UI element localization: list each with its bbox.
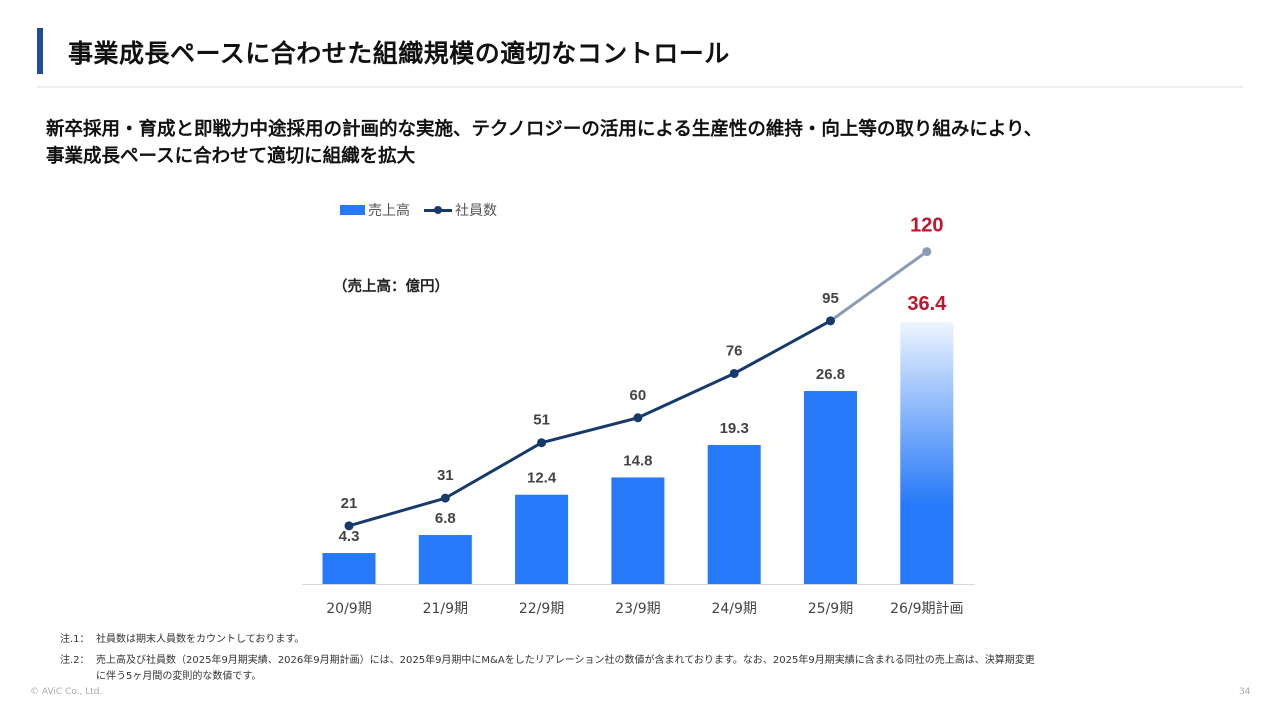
note-2-label: 注.2：	[60, 655, 90, 666]
line-value-label: 60	[630, 387, 647, 404]
x-tick-label: 23/9期	[615, 601, 660, 617]
line-segment	[636, 371, 736, 420]
line-point	[922, 247, 932, 257]
bar-forecast	[900, 321, 954, 584]
bar-value-label: 36.4	[907, 293, 947, 315]
legend-label-sales: 売上高	[368, 203, 410, 219]
note-2-continuation: に伴う5ヶ月間の変則的な数値です。	[96, 671, 262, 682]
x-tick-label: 22/9期	[519, 601, 564, 617]
line-point	[633, 413, 643, 423]
legend-bar-swatch	[340, 205, 365, 215]
note-2: 注.2： 売上高及び社員数（2025年9月期実績、2026年9月期計画）には、20…	[60, 651, 1035, 666]
legend-label-employees: 社員数	[455, 203, 497, 219]
line-point	[344, 521, 354, 531]
title-accent-bar	[37, 28, 43, 74]
line-segment	[732, 319, 832, 375]
x-tick-label: 25/9期	[808, 601, 853, 617]
page-title: 事業成長ペースに合わせた組織規模の適切なコントロール	[68, 39, 730, 68]
x-tick-label: 24/9期	[711, 601, 756, 617]
bar-sales	[515, 494, 569, 584]
bar-value-label: 14.8	[623, 452, 652, 469]
note-1-text: 社員数は期末人員数をカウントしております。	[96, 634, 305, 645]
x-tick-label: 21/9期	[423, 601, 468, 617]
lead-line-1: 新卒採用・育成と即戦力中途採用の計画的な実施、テクノロジーの活用による生産性の維…	[46, 119, 1043, 140]
bar-sales	[418, 535, 472, 584]
line-point	[826, 316, 835, 326]
line-segment	[347, 496, 447, 528]
line-value-label: 21	[341, 495, 358, 512]
page-number: 34	[1239, 687, 1251, 697]
bar-value-label: 19.3	[720, 420, 749, 437]
bar-value-label: 12.4	[527, 470, 557, 487]
line-value-label: 31	[437, 467, 454, 484]
line-value-label: 76	[726, 342, 743, 359]
bar-sales	[707, 445, 761, 584]
legend-line-swatch	[424, 203, 452, 217]
unit-label: （売上高：億円）	[333, 279, 449, 295]
line-value-label: 95	[822, 290, 839, 307]
line-segment	[540, 416, 640, 445]
note-1: 注.1： 社員数は期末人員数をカウントしております。	[60, 630, 304, 645]
line-point	[440, 493, 450, 503]
line-point	[537, 438, 547, 448]
line-point	[729, 368, 739, 378]
line-value-label: 51	[533, 412, 550, 429]
chart-legend: 売上高 社員数	[340, 200, 497, 220]
line-segment	[443, 441, 544, 500]
bar-sales	[611, 477, 665, 584]
bar-sales	[804, 391, 857, 584]
title-divider	[37, 86, 1243, 88]
bar-value-label: 26.8	[816, 366, 845, 383]
x-tick-label: 20/9期	[326, 601, 371, 617]
note-1-label: 注.1：	[60, 634, 90, 645]
copyright: © AViC Co., Ltd.	[30, 687, 103, 697]
line-value-label: 120	[910, 215, 943, 237]
bar-sales	[322, 553, 376, 584]
x-tick-label: 26/9期計画	[890, 601, 963, 617]
line-segment	[829, 250, 929, 323]
bar-value-label: 6.8	[435, 510, 456, 527]
lead-line-2: 事業成長ペースに合わせて適切に組織を拡大	[46, 146, 416, 167]
lead-text: 新卒採用・育成と即戦力中途採用の計画的な実施、テクノロジーの活用による生産性の維…	[46, 116, 1042, 170]
note-2-text: 売上高及び社員数（2025年9月期実績、2026年9月期計画）には、2025年9…	[96, 655, 1035, 666]
bar-value-label: 4.3	[339, 528, 360, 545]
